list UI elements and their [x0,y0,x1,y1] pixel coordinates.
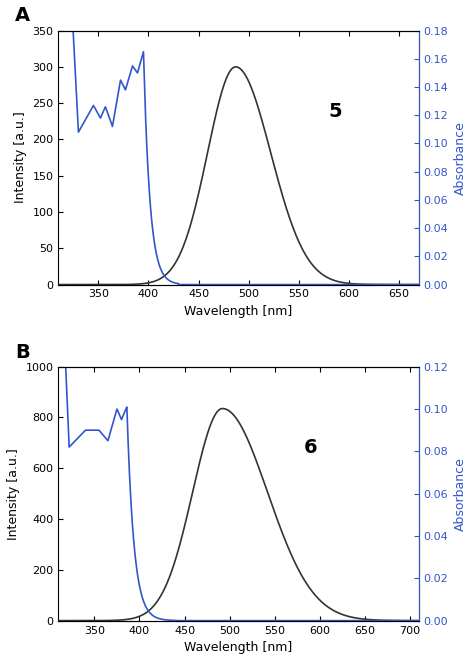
Text: B: B [15,342,30,362]
Y-axis label: Absorbance: Absorbance [454,457,467,531]
Y-axis label: Intensity [a.u.]: Intensity [a.u.] [7,447,20,539]
Y-axis label: Absorbance: Absorbance [454,121,467,194]
Text: 5: 5 [329,102,342,121]
X-axis label: Wavelength [nm]: Wavelength [nm] [184,305,293,318]
Text: A: A [15,7,30,26]
Text: 6: 6 [303,438,317,457]
Y-axis label: Intensity [a.u.]: Intensity [a.u.] [14,112,27,204]
X-axis label: Wavelength [nm]: Wavelength [nm] [184,641,293,654]
